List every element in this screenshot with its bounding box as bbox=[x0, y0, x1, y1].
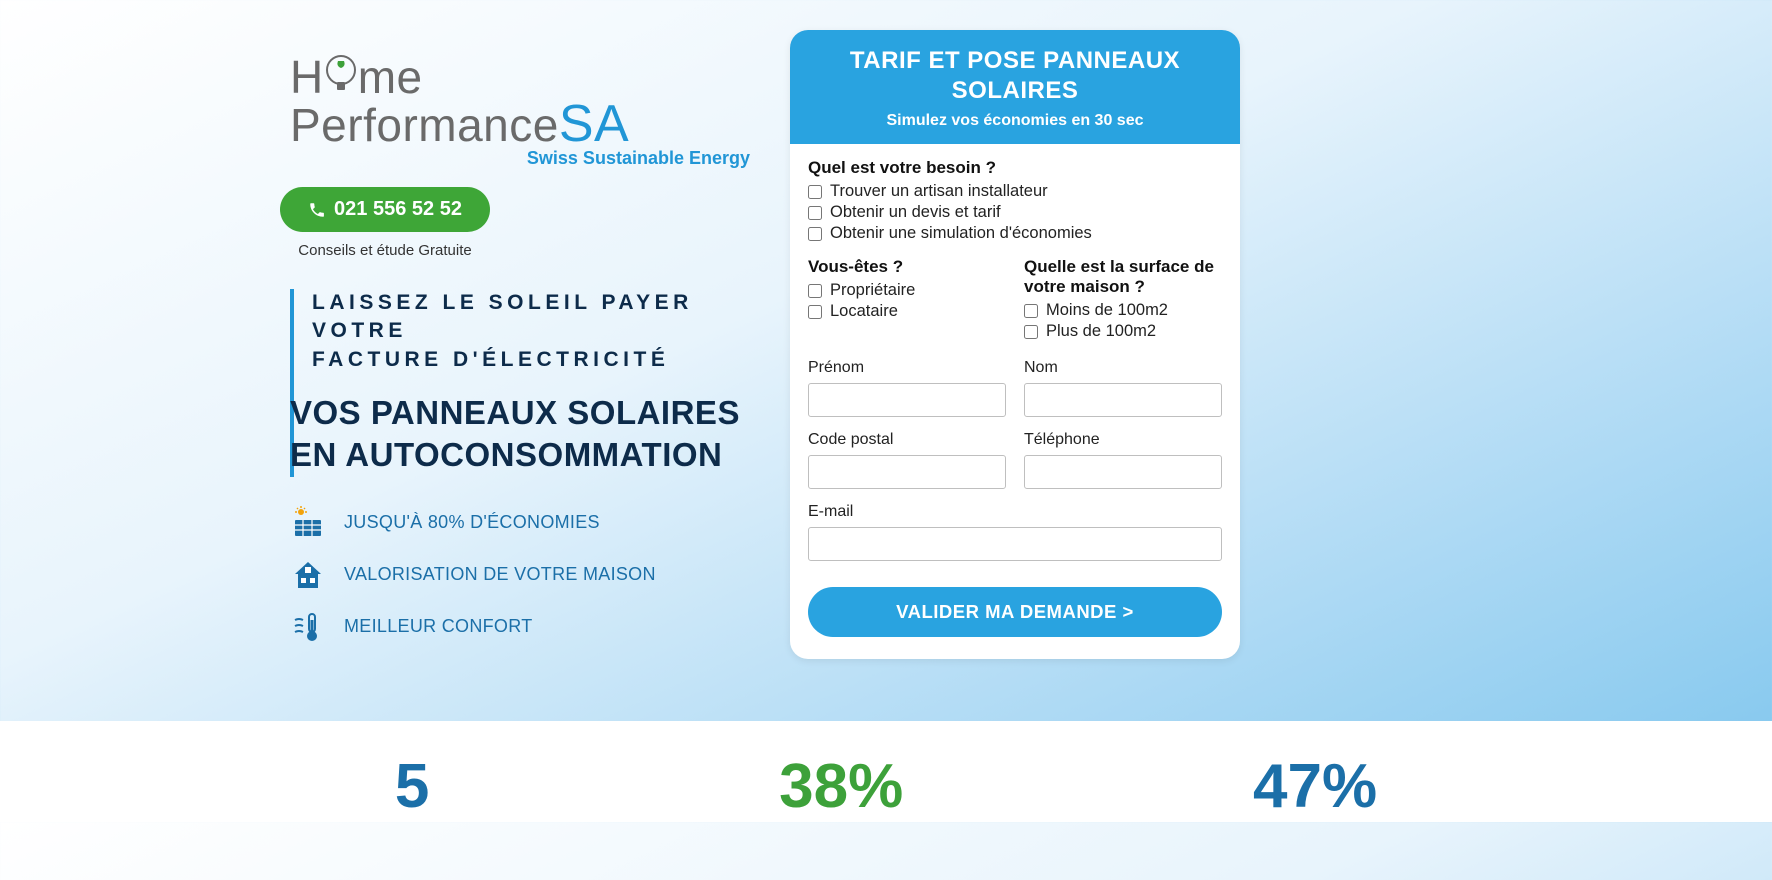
hero-title-line: VOS PANNEAUX SOLAIRES bbox=[290, 392, 780, 434]
label-tel: Téléphone bbox=[1024, 431, 1222, 449]
bullet-text: JUSQU'À 80% D'ÉCONOMIES bbox=[344, 512, 600, 533]
checkbox[interactable] bbox=[808, 305, 822, 319]
stat-2: 38% bbox=[779, 751, 903, 822]
logo: Hme PerformanceSA Swiss Sustainable Ener… bbox=[290, 50, 780, 169]
q2-option[interactable]: Propriétaire bbox=[808, 281, 1006, 300]
input-cp[interactable] bbox=[808, 455, 1006, 489]
option-text: Plus de 100m2 bbox=[1046, 322, 1156, 341]
checkbox[interactable] bbox=[808, 227, 822, 241]
q1-option[interactable]: Trouver un artisan installateur bbox=[808, 182, 1222, 201]
bullet-item: MEILLEUR CONFORT bbox=[290, 609, 780, 645]
stat-3: 47% bbox=[1253, 751, 1377, 822]
form-subtitle: Simulez vos économies en 30 sec bbox=[810, 112, 1220, 130]
eyebrow-line: FACTURE D'ÉLECTRICITÉ bbox=[312, 346, 780, 374]
submit-button[interactable]: VALIDER MA DEMANDE > bbox=[808, 587, 1222, 637]
bullet-item: JUSQU'À 80% D'ÉCONOMIES bbox=[290, 505, 780, 541]
logo-text: Performance bbox=[290, 99, 559, 151]
phone-number: 021 556 52 52 bbox=[334, 198, 462, 221]
q1-option[interactable]: Obtenir une simulation d'économies bbox=[808, 224, 1222, 243]
stat-1: 5 bbox=[395, 751, 429, 822]
checkbox[interactable] bbox=[808, 206, 822, 220]
label-email: E-mail bbox=[808, 503, 1222, 521]
q2-label: Vous-êtes ? bbox=[808, 257, 1006, 277]
stats-row: 5 38% 47% bbox=[0, 721, 1772, 822]
eyebrow-line: LAISSEZ LE SOLEIL PAYER VOTRE bbox=[312, 289, 780, 346]
submit-label: VALIDER MA DEMANDE > bbox=[896, 601, 1134, 622]
form-header: TARIF ET POSE PANNEAUX SOLAIRES Simulez … bbox=[790, 30, 1240, 144]
bulb-icon bbox=[324, 53, 358, 95]
q3-option[interactable]: Moins de 100m2 bbox=[1024, 301, 1222, 320]
logo-sa: SA bbox=[559, 95, 629, 153]
input-prenom[interactable] bbox=[808, 383, 1006, 417]
phone-icon bbox=[308, 201, 326, 219]
label-nom: Nom bbox=[1024, 359, 1222, 377]
bullet-text: MEILLEUR CONFORT bbox=[344, 616, 533, 637]
input-email[interactable] bbox=[808, 527, 1222, 561]
q2-option[interactable]: Locataire bbox=[808, 302, 1006, 321]
option-text: Propriétaire bbox=[830, 281, 915, 300]
hero-title-line: EN AUTOCONSOMMATION bbox=[290, 434, 780, 476]
house-icon bbox=[290, 557, 326, 593]
option-text: Trouver un artisan installateur bbox=[830, 182, 1048, 201]
form-title-line: TARIF ET POSE PANNEAUX bbox=[810, 46, 1220, 76]
phone-button[interactable]: 021 556 52 52 bbox=[280, 187, 490, 232]
bullet-item: VALORISATION DE VOTRE MAISON bbox=[290, 557, 780, 593]
lead-form: TARIF ET POSE PANNEAUX SOLAIRES Simulez … bbox=[790, 30, 1240, 659]
label-cp: Code postal bbox=[808, 431, 1006, 449]
solar-panel-icon bbox=[290, 505, 326, 541]
option-text: Obtenir un devis et tarif bbox=[830, 203, 1001, 222]
input-nom[interactable] bbox=[1024, 383, 1222, 417]
bullet-text: VALORISATION DE VOTRE MAISON bbox=[344, 564, 656, 585]
input-tel[interactable] bbox=[1024, 455, 1222, 489]
checkbox[interactable] bbox=[1024, 325, 1038, 339]
q1-option[interactable]: Obtenir un devis et tarif bbox=[808, 203, 1222, 222]
checkbox[interactable] bbox=[808, 185, 822, 199]
checkbox[interactable] bbox=[808, 284, 822, 298]
checkbox[interactable] bbox=[1024, 304, 1038, 318]
q1-label: Quel est votre besoin ? bbox=[808, 158, 1222, 178]
option-text: Locataire bbox=[830, 302, 898, 321]
option-text: Obtenir une simulation d'économies bbox=[830, 224, 1092, 243]
q3-option[interactable]: Plus de 100m2 bbox=[1024, 322, 1222, 341]
thermometer-icon bbox=[290, 609, 326, 645]
q3-label: Quelle est la surface de votre maison ? bbox=[1024, 257, 1222, 297]
phone-sublabel: Conseils et étude Gratuite bbox=[170, 242, 600, 259]
option-text: Moins de 100m2 bbox=[1046, 301, 1168, 320]
label-prenom: Prénom bbox=[808, 359, 1006, 377]
form-title-line: SOLAIRES bbox=[810, 76, 1220, 106]
